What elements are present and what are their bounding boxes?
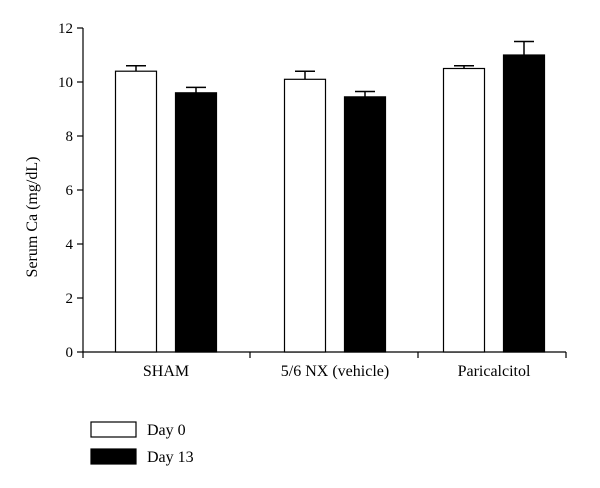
y-tick-label: 0 <box>66 345 74 361</box>
y-tick-label: 8 <box>66 129 74 145</box>
bar-day0 <box>442 67 486 353</box>
y-tick-label: 12 <box>58 21 73 37</box>
x-tick-labels: SHAM 5/6 NX (vehicle) Paricalcitol <box>143 363 531 380</box>
legend: Day 0 Day 13 <box>90 421 194 466</box>
bar-day13 <box>502 54 546 353</box>
bar-day13 <box>174 92 218 353</box>
legend-swatch <box>90 421 137 438</box>
legend-label: Day 0 <box>147 422 186 439</box>
y-tick-label: 2 <box>66 291 74 307</box>
y-tick-label: 4 <box>66 237 74 253</box>
y-ticks: 0 2 4 6 8 10 12 <box>58 21 83 361</box>
y-tick-label: 10 <box>58 75 73 91</box>
legend-label: Day 13 <box>147 449 194 466</box>
y-axis-title: Serum Ca (mg/dL) <box>24 157 41 278</box>
bar-day13 <box>343 96 387 353</box>
error-bars <box>126 40 534 97</box>
bars <box>114 54 546 353</box>
bar-day0 <box>114 70 158 353</box>
x-category-label: 5/6 NX (vehicle) <box>281 363 389 380</box>
bar-day0 <box>283 78 327 353</box>
legend-swatch <box>90 448 137 465</box>
x-category-label: SHAM <box>143 363 189 380</box>
x-category-label: Paricalcitol <box>458 363 531 380</box>
y-tick-label: 6 <box>66 183 74 199</box>
